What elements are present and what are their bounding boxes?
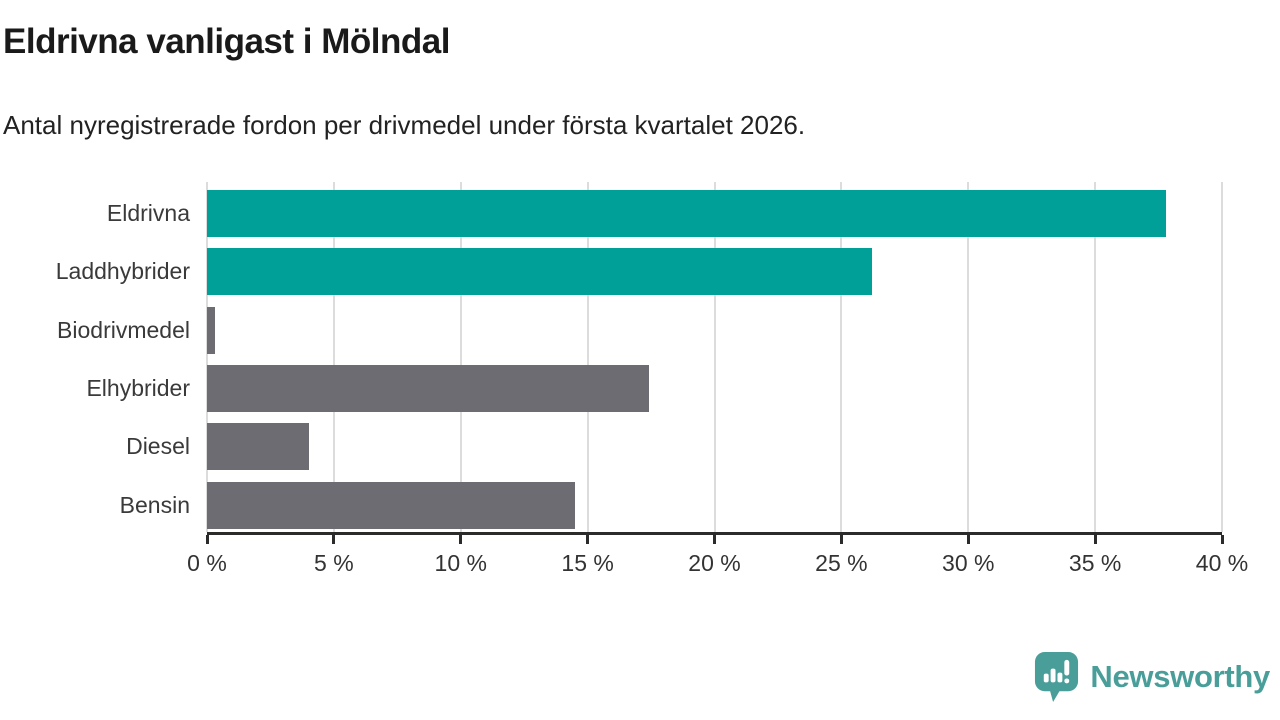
gridline bbox=[459, 182, 462, 532]
x-axis-tick-mark bbox=[1220, 535, 1224, 544]
x-axis-tick-label: 10 % bbox=[434, 550, 487, 576]
gridline bbox=[713, 182, 716, 532]
x-axis-tick-mark bbox=[1093, 535, 1097, 544]
gridline bbox=[1221, 182, 1223, 532]
category-label-eldrivna: Eldrivna bbox=[106, 200, 190, 226]
bar-laddhybrider bbox=[207, 248, 872, 296]
newsworthy-wordmark: Newsworthy bbox=[1090, 659, 1270, 694]
gridline bbox=[840, 182, 843, 532]
gridline bbox=[1094, 182, 1097, 532]
x-axis-tick-label: 25 % bbox=[815, 550, 868, 576]
bar-bensin bbox=[207, 481, 575, 529]
x-axis-tick-mark bbox=[459, 535, 463, 544]
bar-biodrivmedel bbox=[207, 306, 215, 354]
gridline bbox=[967, 182, 970, 532]
page-subtitle: Antal nyregistrerade fordon per drivmede… bbox=[3, 110, 806, 140]
x-axis-tick-label: 40 % bbox=[1195, 550, 1249, 576]
bar-elhybrider bbox=[207, 364, 649, 412]
gridline bbox=[586, 182, 589, 532]
x-axis-tick-mark bbox=[586, 535, 590, 544]
x-axis-tick-mark bbox=[713, 535, 716, 544]
gridline bbox=[332, 182, 335, 532]
x-axis-tick-mark bbox=[839, 535, 843, 544]
x-axis-tick-mark bbox=[332, 535, 336, 544]
gridline bbox=[206, 182, 208, 532]
x-axis-tick-label: 15 % bbox=[561, 550, 614, 576]
newsworthy-logo: Newsworthy bbox=[1033, 650, 1270, 704]
category-label-elhybrider: Elhybrider bbox=[86, 374, 190, 401]
category-label-diesel: Diesel bbox=[126, 433, 190, 460]
x-axis-tick-label: 20 % bbox=[688, 550, 741, 576]
newsworthy-speech-bubble-chart-icon bbox=[1035, 652, 1079, 702]
category-label-laddhybrider: Laddhybrider bbox=[55, 258, 190, 285]
x-axis-tick-label: 30 % bbox=[942, 550, 995, 576]
bar-diesel bbox=[207, 423, 309, 471]
category-label-bensin: Bensin bbox=[119, 491, 190, 518]
bar-eldrivna bbox=[207, 190, 1167, 237]
x-axis-tick-label: 5 % bbox=[314, 550, 354, 576]
x-axis-tick-label: 35 % bbox=[1068, 550, 1122, 576]
x-axis-line bbox=[207, 532, 1222, 535]
page-title: Eldrivna vanligast i Mölndal bbox=[3, 22, 450, 61]
category-label-biodrivmedel: Biodrivmedel bbox=[57, 316, 190, 343]
x-axis-tick-mark bbox=[205, 535, 209, 544]
plot-area: 0 % 5 % 10 % 15 % 20 % 25 % 30 % 35 % 40 % Eldriv… bbox=[56, 182, 1248, 576]
x-axis-tick-mark bbox=[966, 535, 970, 544]
x-axis-tick-label: 0 % bbox=[187, 550, 227, 576]
